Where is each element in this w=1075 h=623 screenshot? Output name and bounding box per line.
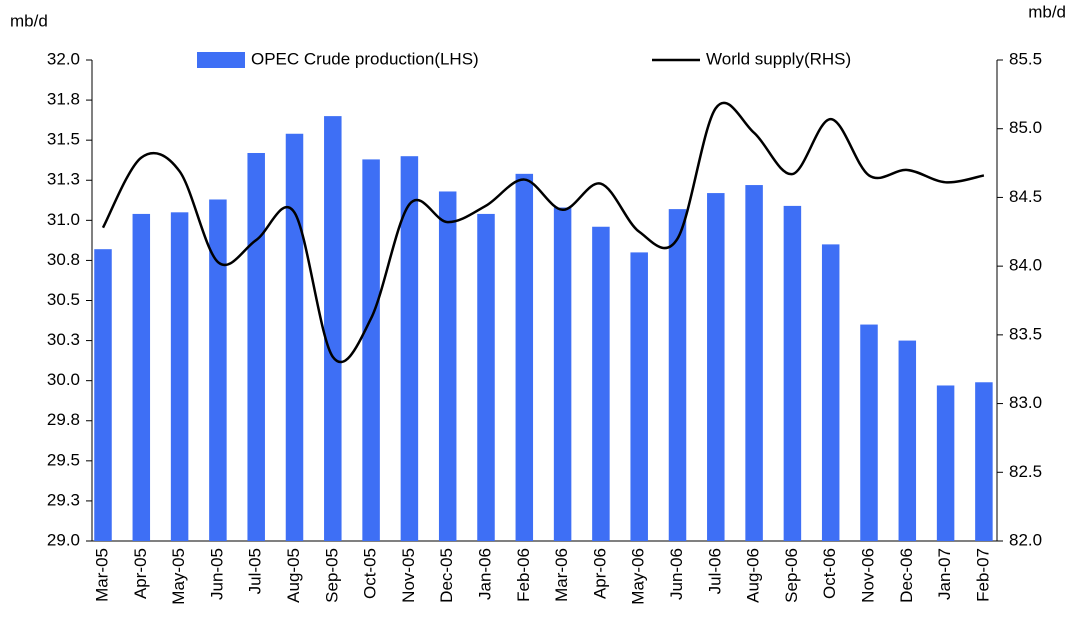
y-tick-label: 31.5 xyxy=(47,130,80,149)
bar xyxy=(247,152,265,541)
x-tick-label: Dec-05 xyxy=(437,548,456,603)
bar xyxy=(975,382,993,541)
bar xyxy=(515,173,534,541)
y2-tick-label: 84.5 xyxy=(1009,187,1042,206)
x-tick-label: Aug-05 xyxy=(284,548,303,603)
bar xyxy=(745,185,763,541)
line xyxy=(101,101,985,364)
x-tick-label: Dec-06 xyxy=(897,548,916,603)
y-tick-label: 31.0 xyxy=(47,210,80,229)
bar xyxy=(898,340,917,541)
y-tick-label: 29.0 xyxy=(47,530,80,549)
x-tick-label: May-05 xyxy=(169,548,188,605)
x-tick-label: Aug-06 xyxy=(744,548,763,603)
bar xyxy=(630,252,648,541)
y-tick-label: 32.0 xyxy=(47,49,80,68)
x-tick-label: Jul-05 xyxy=(246,548,265,594)
x-tick-label: Oct-05 xyxy=(361,548,380,599)
legend-label: OPEC Crude production(LHS) xyxy=(251,49,479,68)
x-tick-label: Sep-05 xyxy=(322,548,341,603)
y-axis-label: mb/d xyxy=(10,11,48,30)
y2-tick-label: 82.5 xyxy=(1009,462,1042,481)
y-tick-label: 30.5 xyxy=(47,290,80,309)
x-tick-label: Jan-07 xyxy=(935,548,954,600)
bar xyxy=(400,156,419,541)
x-tick-label: Sep-06 xyxy=(782,548,801,603)
x-tick-label: Feb-07 xyxy=(973,548,992,602)
x-tick-label: Nov-06 xyxy=(858,548,877,603)
x-tick-label: May-06 xyxy=(629,548,648,605)
bar xyxy=(170,212,189,542)
bar xyxy=(362,159,380,541)
y-tick-label: 29.8 xyxy=(47,410,80,429)
y-tick-label: 29.3 xyxy=(47,490,80,509)
y-tick-label: 29.5 xyxy=(47,450,80,469)
x-tick-label: Jan-06 xyxy=(475,548,494,600)
bar xyxy=(209,199,227,542)
y2-tick-label: 84.0 xyxy=(1009,256,1042,275)
y-tick-label: 30.3 xyxy=(47,330,80,349)
bar xyxy=(477,213,495,542)
x-tick-label: Apr-05 xyxy=(131,548,150,599)
y-tick-label: 31.3 xyxy=(47,170,80,189)
x-tick-label: Nov-05 xyxy=(399,548,418,603)
x-tick-label: Jul-06 xyxy=(705,548,724,594)
x-tick-label: Jun-05 xyxy=(207,548,226,600)
y2-tick-label: 85.5 xyxy=(1009,49,1042,68)
x-tick-label: Mar-06 xyxy=(552,548,571,602)
legend-swatch xyxy=(197,52,245,68)
y2-axis-label: mb/d xyxy=(1028,2,1066,21)
bar xyxy=(783,205,802,542)
y2-tick-label: 83.0 xyxy=(1009,393,1042,412)
y2-tick-label: 85.0 xyxy=(1009,118,1042,137)
bar xyxy=(285,133,304,541)
bar xyxy=(324,116,342,541)
x-tick-label: Oct-06 xyxy=(820,548,839,599)
y-tick-label: 30.8 xyxy=(47,250,80,269)
y2-tick-label: 82.0 xyxy=(1009,530,1042,549)
bar xyxy=(94,249,112,541)
y-tick-label: 31.8 xyxy=(47,90,80,109)
x-tick-label: Mar-05 xyxy=(92,548,111,602)
bar xyxy=(936,385,955,541)
x-tick-label: Apr-06 xyxy=(590,548,609,599)
bar xyxy=(553,207,572,542)
bar xyxy=(592,226,610,541)
bar xyxy=(821,244,840,541)
bar xyxy=(668,209,687,542)
x-tick-label: Jun-06 xyxy=(667,548,686,600)
legend-label: World supply(RHS) xyxy=(706,49,851,68)
x-tick-label: Feb-06 xyxy=(514,548,533,602)
y-tick-label: 30.0 xyxy=(47,370,80,389)
bar xyxy=(438,191,457,541)
bar xyxy=(132,213,151,542)
y2-tick-label: 83.5 xyxy=(1009,324,1042,343)
bar xyxy=(860,324,878,541)
bar xyxy=(707,193,725,541)
